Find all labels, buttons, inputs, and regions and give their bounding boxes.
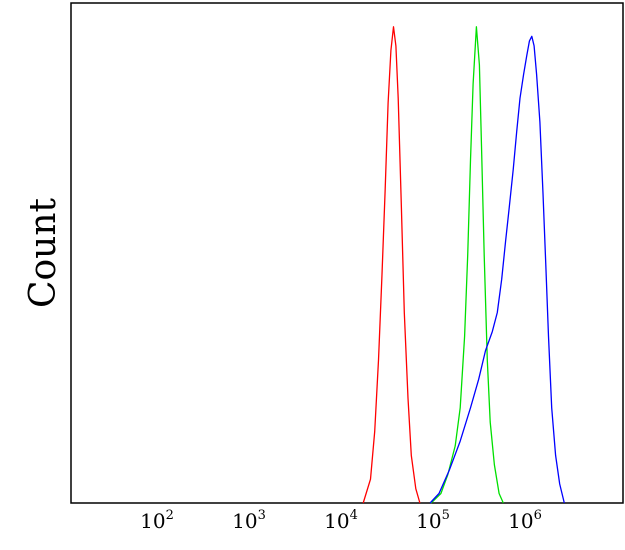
histogram-series-1 <box>362 26 421 504</box>
x-tick-base: 10 <box>324 509 349 533</box>
x-tick-base: 10 <box>140 509 165 533</box>
x-tick-base: 10 <box>416 509 441 533</box>
histogram-series-3 <box>429 35 565 504</box>
x-tick-exponent: 5 <box>442 508 450 523</box>
x-tick-exponent: 3 <box>258 508 266 523</box>
x-tick-label-1: 102 <box>140 508 174 533</box>
x-tick-label-4: 105 <box>416 508 450 533</box>
x-tick-exponent: 2 <box>166 508 174 523</box>
x-tick-base: 10 <box>508 509 533 533</box>
x-axis-ticks: 102 103 104 105 106 <box>140 508 542 533</box>
x-tick-exponent: 6 <box>534 508 542 523</box>
series-layer <box>362 26 565 504</box>
histogram-series-2 <box>430 26 504 504</box>
y-axis-label: Count <box>23 197 64 308</box>
x-tick-exponent: 4 <box>350 508 358 523</box>
x-tick-label-5: 106 <box>508 508 542 533</box>
plot-frame <box>70 2 624 504</box>
x-tick-base: 10 <box>232 509 257 533</box>
x-tick-label-3: 104 <box>324 508 358 533</box>
x-tick-label-2: 103 <box>232 508 266 533</box>
